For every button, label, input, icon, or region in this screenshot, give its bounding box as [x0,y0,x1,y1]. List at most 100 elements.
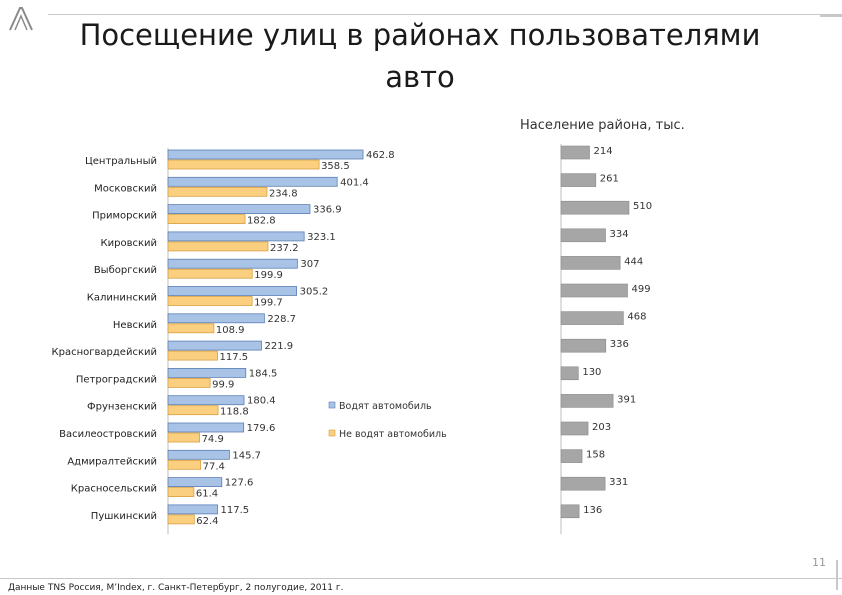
value-label-population: 203 [592,422,611,433]
header-rule [48,14,842,15]
value-label-nodrive: 199.9 [254,270,283,281]
bar-nodrive [167,377,211,388]
bar-nodrive [167,432,200,443]
bar-population [560,366,579,381]
value-label-population: 136 [583,505,602,516]
bar-population [560,283,628,298]
value-label-population: 468 [627,312,646,323]
slide-title: Посещение улиц в районах пользователями … [40,14,800,98]
bar-drive [167,422,245,433]
bar-nodrive [167,159,320,170]
bar-nodrive [167,186,268,197]
source-note: Данные TNS Россия, M’Index, г. Санкт-Пет… [8,583,344,593]
header-rule-accent [820,14,842,17]
brand-logo-icon [9,7,33,31]
value-label-drive: 117.5 [221,505,250,516]
value-label-nodrive: 77.4 [203,461,225,472]
bar-drive [167,340,262,351]
bar-drive [167,286,298,296]
bar-nodrive [167,323,215,334]
footer-rule-accent [836,560,838,590]
bar-nodrive [167,514,195,525]
value-label-drive: 305.2 [300,287,329,298]
bar-population [560,449,583,463]
value-label-nodrive: 234.8 [269,188,298,199]
value-label-population: 391 [617,394,636,405]
legend-swatch [328,429,336,437]
value-label-drive: 307 [300,259,319,270]
value-label-drive: 462.8 [366,150,395,161]
bar-drive [167,258,298,269]
legend-label: Не водят автомобиль [339,429,447,440]
category-label: Московский [94,183,157,194]
value-label-drive: 179.6 [247,423,276,434]
chart-legend: Водят автомобиль Не водят автомобиль [328,401,447,440]
bar-nodrive [167,268,253,279]
bar-population [560,145,590,160]
legend-swatch [328,401,336,409]
value-label-population: 510 [633,201,652,212]
value-label-nodrive: 74.9 [202,434,224,445]
value-label-nodrive: 118.8 [220,407,249,418]
value-label-nodrive: 199.7 [254,298,283,309]
bar-nodrive [167,405,219,416]
value-label-nodrive: 62.4 [196,516,218,527]
bar-population [560,476,606,491]
value-label-population: 214 [594,146,613,157]
category-label: Фрунзенский [87,402,157,413]
category-label: Красносельский [71,484,157,495]
bar-nodrive [167,350,218,361]
bar-drive [167,149,364,160]
value-label-population: 331 [609,477,628,488]
value-label-drive: 180.4 [247,396,276,407]
value-label-population: 499 [632,284,651,295]
bar-nodrive [167,459,202,470]
value-label-population: 444 [624,256,643,267]
slide-title-line1: Посещение улиц в районах пользователями [79,18,761,52]
category-label: Приморский [92,211,157,222]
bar-drive [167,504,218,515]
bar-drive [167,313,265,324]
bar-population [560,256,621,270]
population-chart-title: Население района, тыс. [520,118,685,133]
category-label: Пушкинский [91,511,157,522]
value-label-nodrive: 108.9 [216,325,245,336]
value-label-population: 336 [610,339,629,350]
value-label-population: 130 [582,367,601,378]
footer-rule [0,578,842,579]
value-label-nodrive: 61.4 [196,489,218,500]
category-label: Красногвардейский [52,347,157,358]
bar-drive [167,477,223,488]
value-label-nodrive: 99.9 [212,379,234,390]
value-label-nodrive: 117.5 [220,352,249,363]
category-label: Адмиралтейский [67,456,157,467]
bar-drive [167,231,305,242]
bar-drive [167,204,311,215]
value-label-population: 261 [600,174,619,185]
bar-nodrive [167,214,246,225]
value-label-nodrive: 182.8 [247,216,276,227]
bar-drive [167,176,338,187]
value-label-nodrive: 358.5 [321,161,350,172]
category-label: Невский [113,320,157,331]
category-label: Выборгский [94,265,157,276]
value-label-drive: 401.4 [340,177,369,188]
category-label: Калининский [87,293,157,304]
value-label-drive: 323.1 [307,232,336,243]
value-label-population: 158 [586,450,605,461]
value-label-drive: 184.5 [249,368,278,379]
category-label: Василеостровский [59,429,157,440]
bar-drive [167,395,245,406]
legend-label: Водят автомобиль [339,401,432,412]
value-label-population: 334 [610,229,629,240]
page-number: 11 [812,556,826,569]
bar-population [560,311,624,325]
slide-title-line2: авто [385,60,455,94]
value-label-drive: 127.6 [225,478,254,489]
value-label-nodrive: 237.2 [270,243,299,254]
value-label-drive: 221.9 [265,341,294,352]
bar-population [560,228,606,243]
bar-population [560,421,589,436]
bar-nodrive [167,487,195,498]
